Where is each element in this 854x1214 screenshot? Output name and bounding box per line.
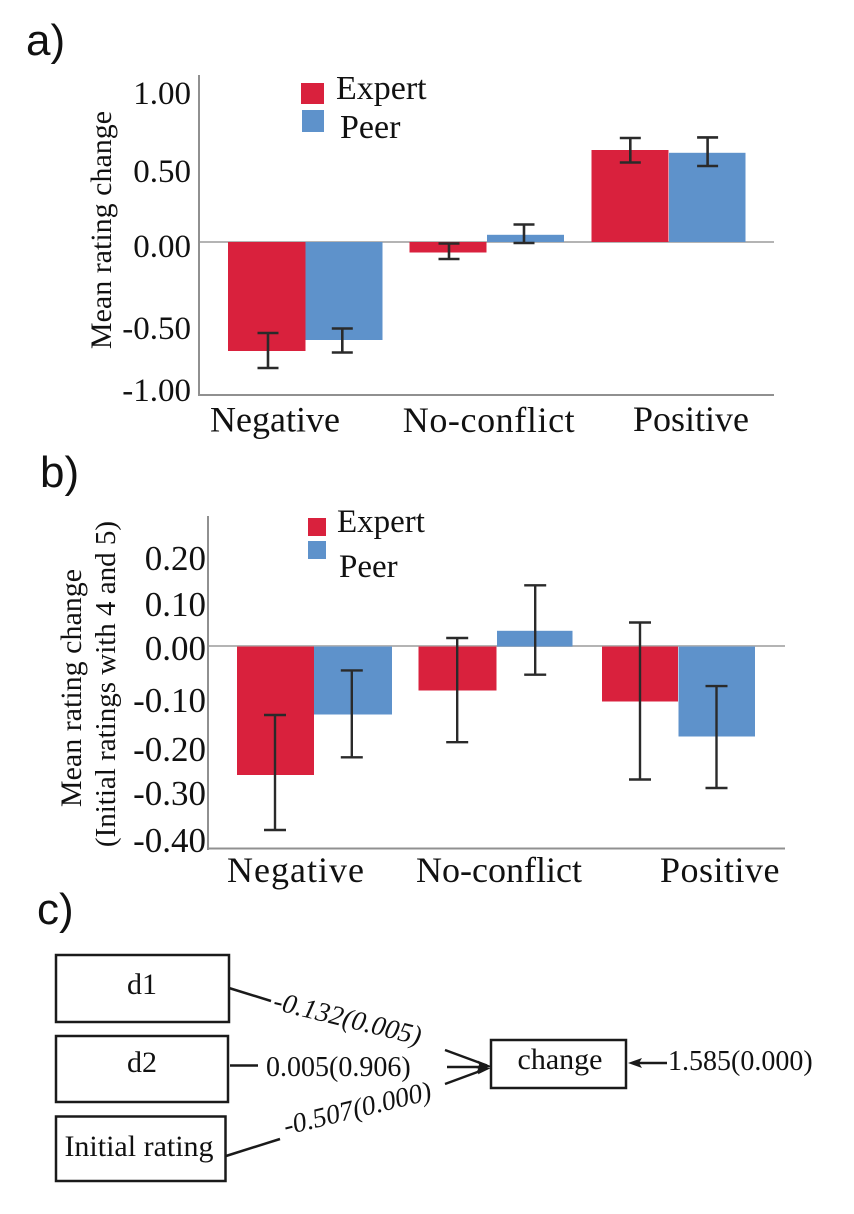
- svg-text:Expert: Expert: [336, 70, 427, 107]
- svg-text:d1: d1: [127, 968, 157, 1001]
- svg-text:No-conflict: No-conflict: [403, 400, 576, 440]
- svg-text:Peer: Peer: [340, 109, 401, 146]
- svg-text:No-conflict: No-conflict: [416, 850, 582, 890]
- svg-text:-1.00: -1.00: [122, 373, 191, 409]
- svg-text:Negative: Negative: [227, 850, 365, 890]
- svg-text:1.585(0.000): 1.585(0.000): [668, 1046, 813, 1077]
- svg-text:-0.132(0.005): -0.132(0.005): [271, 985, 425, 1051]
- svg-text:0.10: 0.10: [145, 585, 206, 624]
- svg-text:Peer: Peer: [339, 549, 398, 585]
- svg-text:-0.20: -0.20: [133, 730, 206, 769]
- svg-text:-0.40: -0.40: [133, 821, 206, 860]
- svg-text:Mean rating change: Mean rating change: [55, 569, 88, 807]
- svg-text:-0.507(0.000): -0.507(0.000): [280, 1075, 434, 1141]
- svg-text:Positive: Positive: [660, 850, 780, 890]
- svg-text:0.005(0.906): 0.005(0.906): [266, 1052, 411, 1083]
- svg-text:a): a): [26, 16, 65, 65]
- svg-text:-0.30: -0.30: [133, 774, 206, 813]
- svg-text:b): b): [40, 448, 79, 497]
- svg-text:Initial rating: Initial rating: [64, 1130, 213, 1163]
- svg-text:Expert: Expert: [337, 504, 425, 540]
- svg-text:Mean rating change: Mean rating change: [85, 111, 118, 349]
- svg-text:change: change: [518, 1043, 603, 1076]
- svg-text:d2: d2: [127, 1046, 157, 1079]
- svg-text:Negative: Negative: [210, 400, 340, 440]
- svg-text:0.50: 0.50: [133, 154, 191, 190]
- svg-text:Positive: Positive: [633, 399, 749, 439]
- svg-text:c): c): [37, 885, 74, 934]
- svg-text:(Initial ratings with 4 and 5): (Initial ratings with 4 and 5): [90, 521, 122, 847]
- svg-text:0.20: 0.20: [145, 539, 206, 578]
- svg-text:1.00: 1.00: [133, 76, 191, 112]
- svg-text:0.00: 0.00: [145, 629, 206, 668]
- svg-text:-0.10: -0.10: [133, 681, 206, 720]
- svg-text:-0.50: -0.50: [122, 311, 191, 347]
- svg-text:0.00: 0.00: [133, 229, 191, 265]
